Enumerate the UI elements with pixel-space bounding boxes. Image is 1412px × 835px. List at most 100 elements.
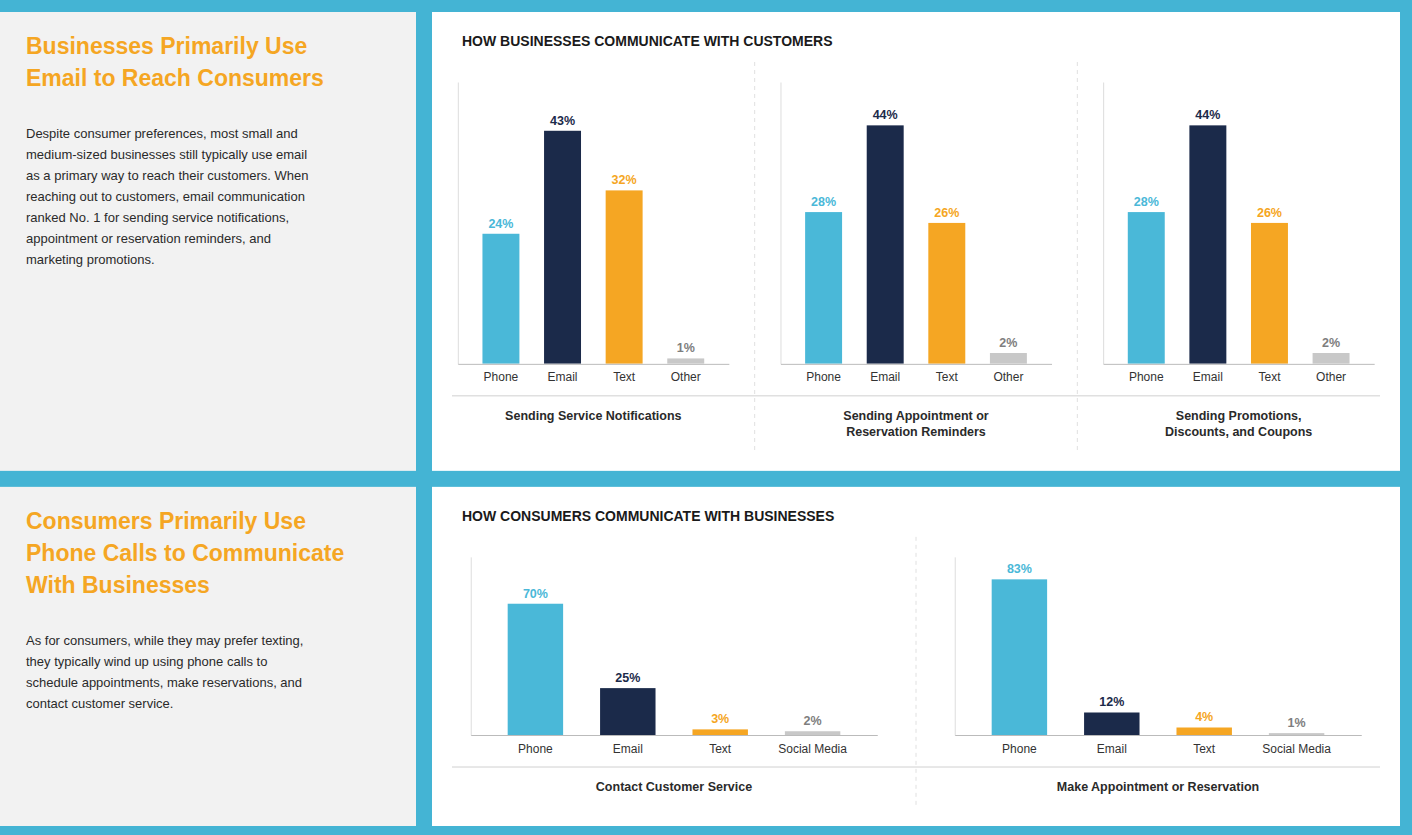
x-tick-label: Text [936, 370, 959, 384]
text-line: Sending Appointment or [843, 409, 988, 423]
bar [482, 234, 519, 364]
x-tick: Phone [1129, 370, 1164, 384]
bars [482, 131, 704, 364]
text-line: ranked No. 1 for sending service notific… [26, 210, 289, 225]
x-tick: Text [1193, 742, 1216, 756]
data-label: 83% [1007, 562, 1032, 576]
x-tick: Email [1097, 742, 1127, 756]
x-axis-line [1104, 364, 1375, 365]
x-tick: Email [1193, 370, 1223, 384]
body-text: Despite consumer preferences, most small… [26, 126, 309, 267]
x-tick-label: Text [1258, 370, 1281, 384]
y-axis-line [1103, 83, 1104, 365]
bar [785, 731, 840, 735]
bar [1313, 353, 1350, 364]
data-label: 26% [1257, 206, 1282, 220]
text-panel [0, 487, 416, 826]
bar [692, 729, 747, 735]
x-tick: Phone [1002, 742, 1037, 756]
data-label: 2% [1322, 336, 1340, 350]
x-tick-label: Social Media [1262, 742, 1331, 756]
data-label: 32% [612, 173, 637, 187]
x-axis-line [471, 735, 878, 736]
bar [544, 131, 581, 364]
bar-chart: Phone Email Text Other 28%44%26%2% [781, 83, 1052, 385]
data-label: 25% [615, 671, 640, 685]
x-tick-label: Email [548, 370, 578, 384]
x-axis: PhoneEmailTextOther [1104, 364, 1375, 384]
text-line: Contact Customer Service [596, 780, 752, 794]
infographic: Businesses Primarily UseEmail to Reach C… [0, 0, 1412, 835]
x-tick-label: Phone [1002, 742, 1037, 756]
separator [452, 767, 1380, 768]
headline: Businesses Primarily Use [26, 33, 307, 59]
x-tick: Email [613, 742, 643, 756]
bar [1189, 125, 1226, 363]
chart-panel [432, 487, 1400, 826]
headline: Phone Calls to Communicate [26, 540, 344, 566]
x-tick-label: Social Media [778, 742, 847, 756]
bar [805, 212, 842, 364]
x-tick-label: Phone [518, 742, 553, 756]
x-tick: Text [936, 370, 959, 384]
text-line: schedule appointments, make reservations… [26, 675, 302, 690]
x-tick: Social Media [1262, 742, 1331, 756]
x-tick-label: Email [613, 742, 643, 756]
bar [867, 125, 904, 363]
bar [667, 358, 704, 363]
data-label: 2% [804, 714, 822, 728]
text-line: as a primary way to reach their customer… [26, 168, 309, 183]
panel-heading: HOW CONSUMERS COMMUNICATE WITH BUSINESSE… [462, 508, 834, 524]
x-axis: Phone Email Text Social Media [955, 736, 1362, 756]
data-labels: 24%43%32%1% [488, 114, 694, 356]
text-line: medium-sized businesses still typically … [26, 147, 307, 162]
y-axis-line [955, 557, 956, 735]
x-tick: Email [870, 370, 900, 384]
data-labels: 28%44%26%2% [1134, 108, 1340, 350]
data-label: 1% [1288, 716, 1306, 730]
chart-panel [432, 12, 1400, 471]
x-tick-label: Text [1193, 742, 1216, 756]
bar-chart: Phone Email Text Social Media 83% 12% 4% 1% [955, 557, 1362, 755]
x-tick: Phone [484, 370, 519, 384]
data-label: 43% [550, 114, 575, 128]
x-tick: Text [613, 370, 636, 384]
data-label: 4% [1195, 710, 1213, 724]
x-tick-label: Phone [806, 370, 841, 384]
y-axis [471, 557, 472, 735]
x-tick-label: Other [993, 370, 1023, 384]
y-axis [955, 557, 956, 735]
x-axis: Phone Email Text Social Media [471, 736, 878, 756]
text-line: contact customer service. [26, 696, 173, 711]
headline: Consumers Primarily Use [26, 508, 306, 534]
x-tick: Other [671, 370, 701, 384]
bars [992, 579, 1325, 735]
data-label: 2% [999, 336, 1017, 350]
bar [600, 688, 655, 735]
bar [992, 579, 1047, 735]
y-axis-line [471, 557, 472, 735]
bar-chart: PhoneEmailTextOther28%44%26%2% [1104, 83, 1375, 385]
x-tick: Text [709, 742, 732, 756]
y-axis [1103, 83, 1104, 365]
data-label: 12% [1099, 695, 1124, 709]
data-labels: 28%44%26%2% [811, 108, 1017, 350]
x-tick-label: Email [870, 370, 900, 384]
data-label: 1% [677, 341, 695, 355]
text-panel [0, 12, 416, 471]
data-label: 28% [1134, 195, 1159, 209]
bar [1084, 712, 1139, 735]
x-axis: Phone Email Text Other [781, 364, 1052, 384]
bar-chart: PhoneEmailTextSocial Media70%25%3%2% [471, 557, 878, 755]
x-axis-line [458, 364, 729, 365]
text-line: Sending Service Notifications [505, 409, 681, 423]
x-tick: Social Media [778, 742, 847, 756]
bar [990, 353, 1027, 364]
group-title: Contact Customer Service [596, 780, 752, 794]
text-line: Despite consumer preferences, most small… [26, 126, 298, 141]
x-tick-label: Email [1193, 370, 1223, 384]
y-axis-line [458, 83, 459, 365]
bar [1251, 223, 1288, 364]
x-tick: Phone [806, 370, 841, 384]
data-label: 44% [873, 108, 898, 122]
